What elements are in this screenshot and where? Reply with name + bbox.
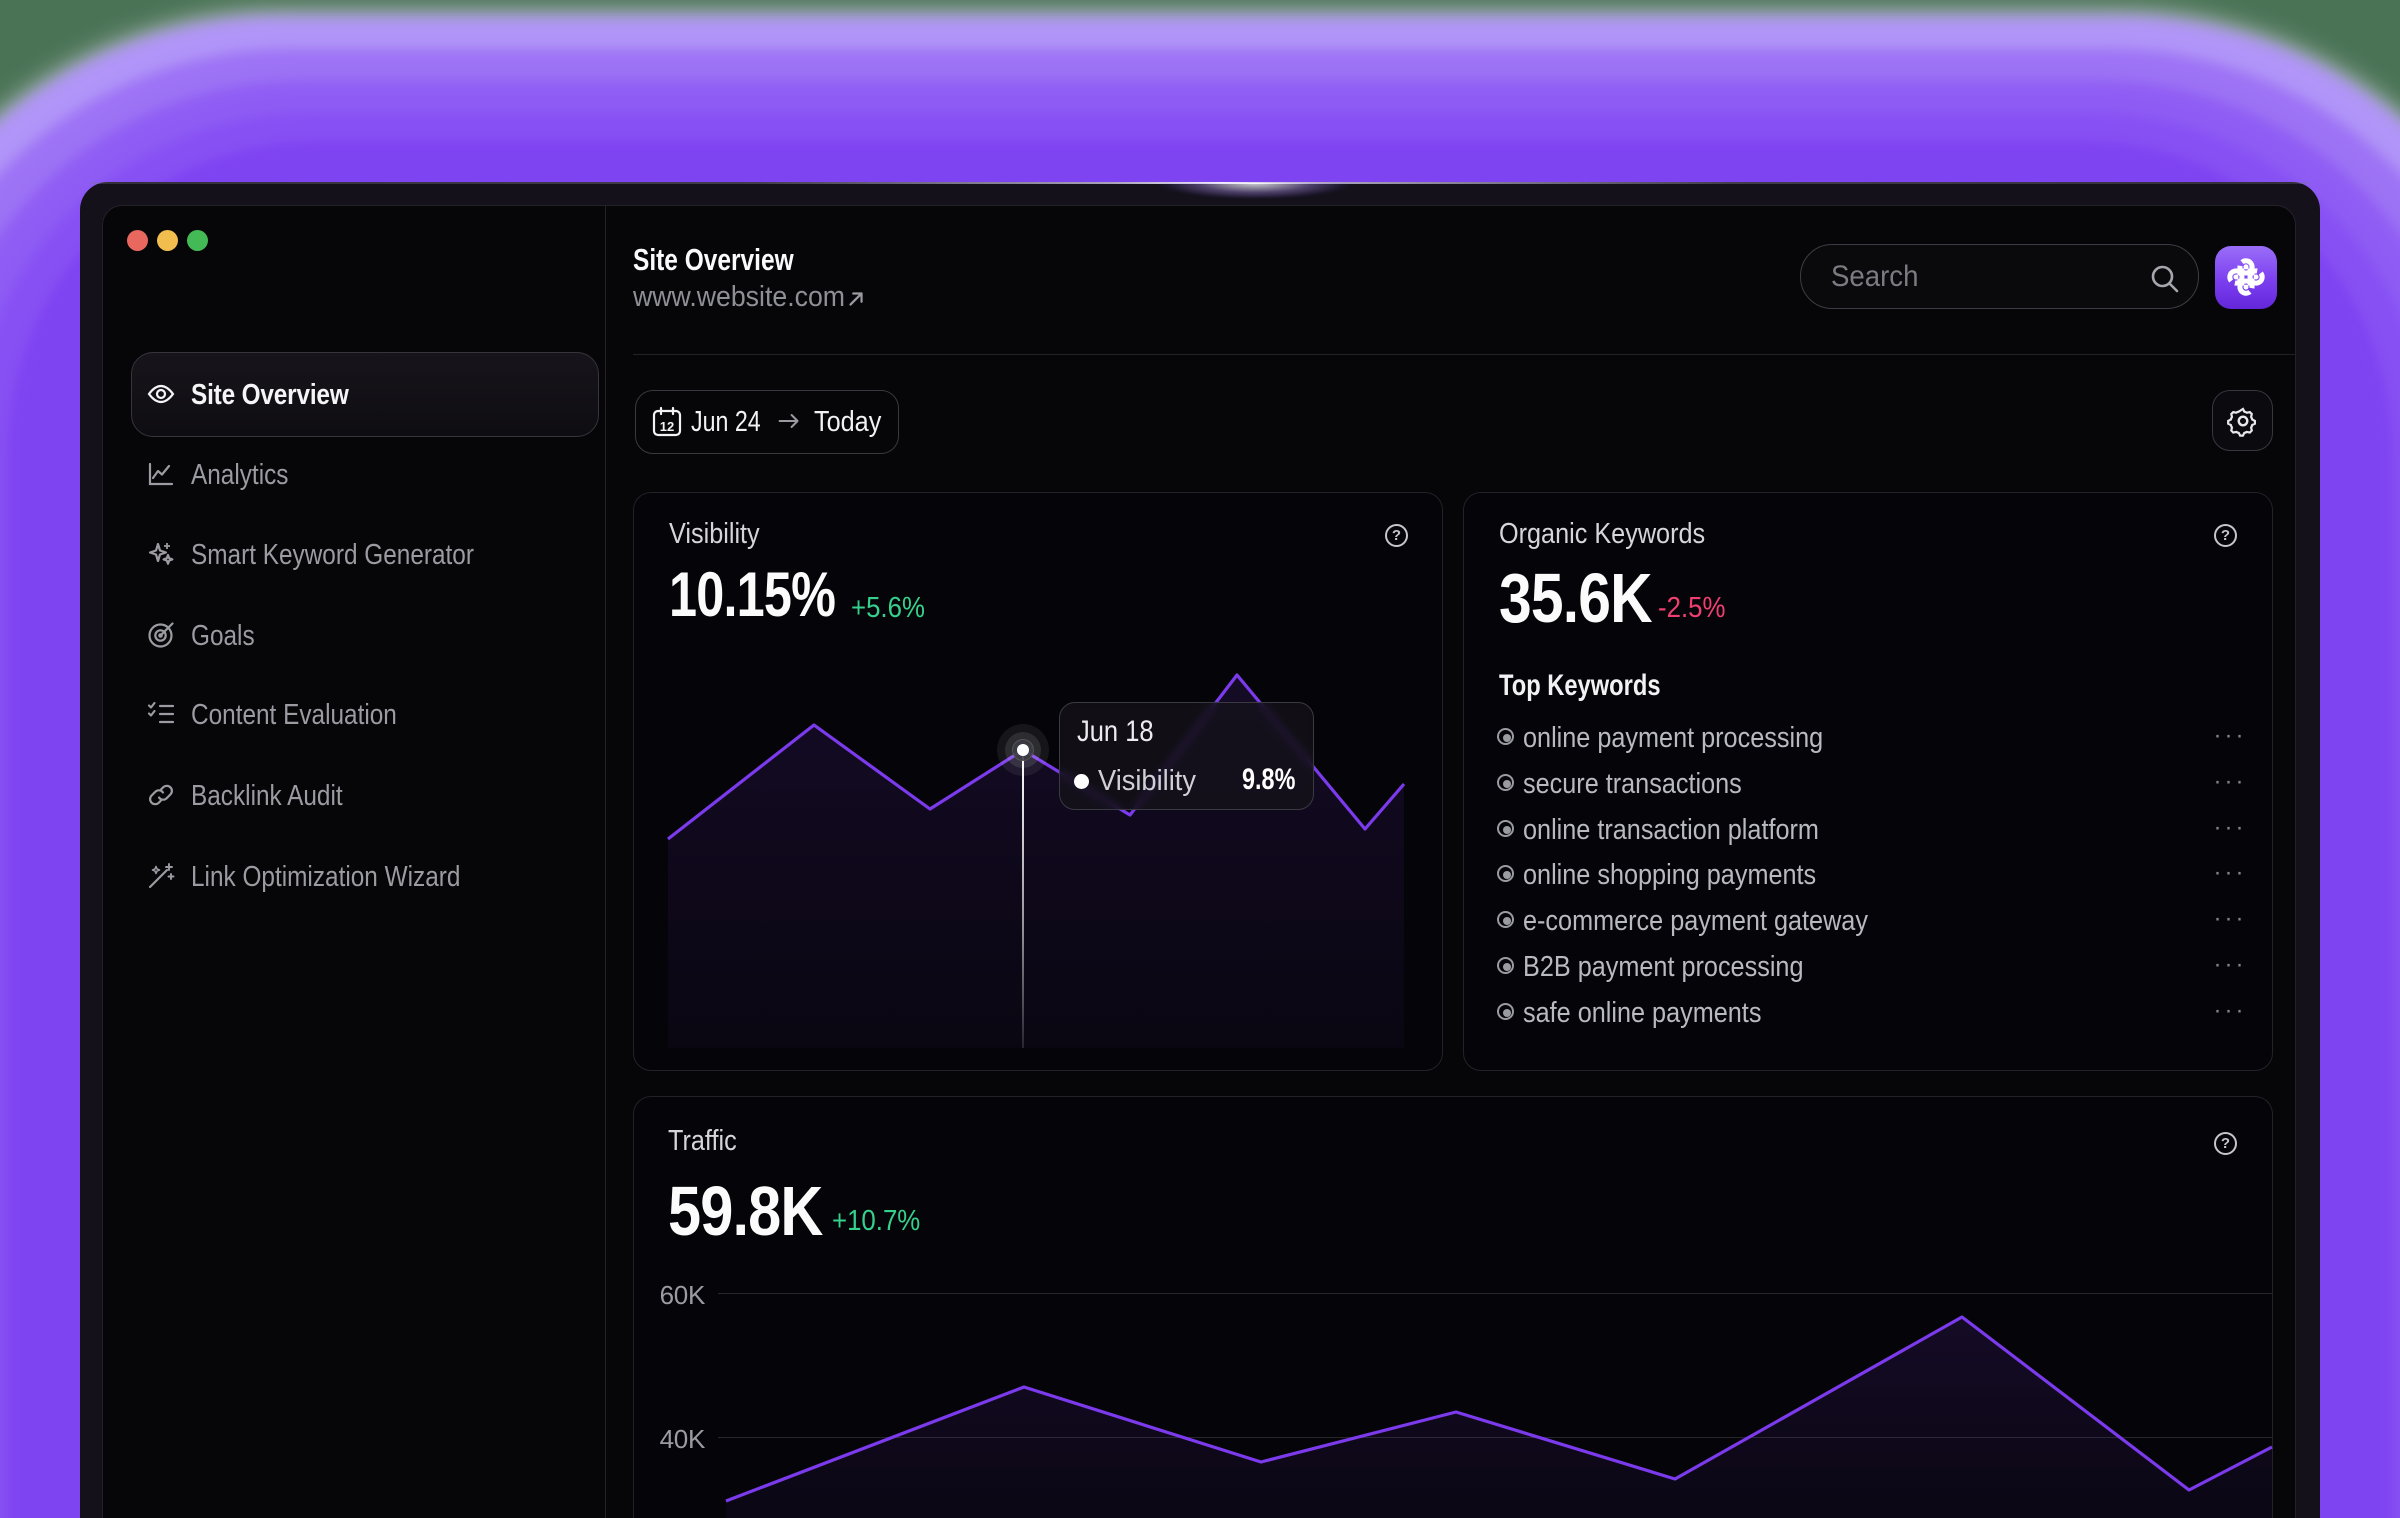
- svg-text:12: 12: [660, 419, 674, 434]
